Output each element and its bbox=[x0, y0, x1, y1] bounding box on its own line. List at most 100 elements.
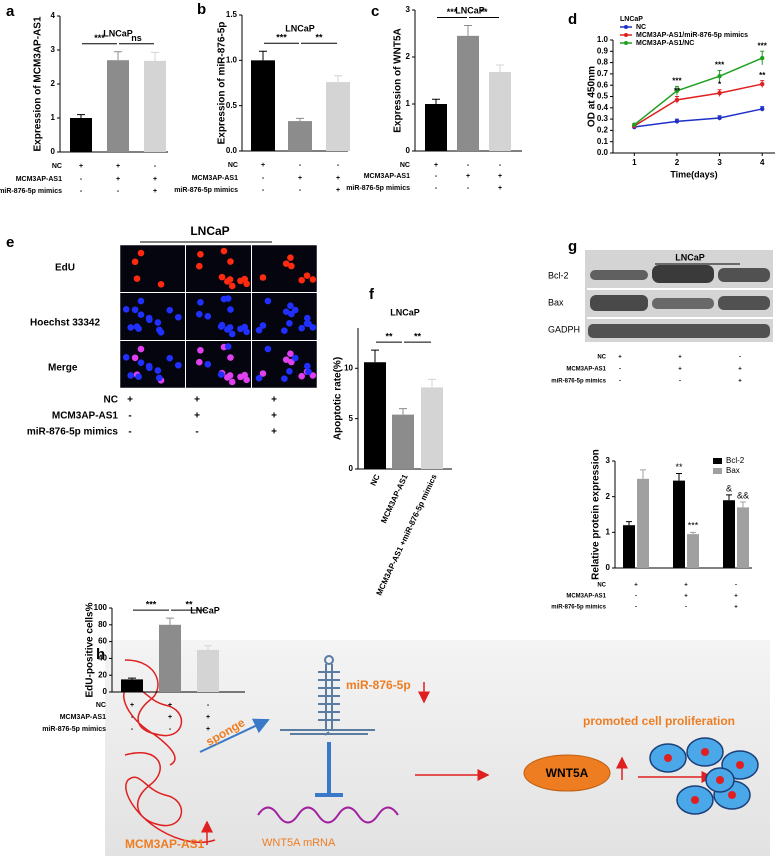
condition-label: miR-876-5p mimics bbox=[174, 187, 238, 194]
cell-nucleus bbox=[137, 359, 145, 366]
cell-nucleus bbox=[243, 280, 250, 288]
y-axis-label: Expression of miR-876-5p bbox=[217, 22, 228, 145]
error-bar bbox=[640, 469, 646, 479]
condition-sign: - bbox=[80, 188, 83, 195]
significance-label: ns bbox=[131, 33, 142, 43]
condition-sign: + bbox=[206, 726, 210, 733]
condition-sign: + bbox=[116, 176, 120, 183]
legend-label: MCM3AP-AS1/miR-876-5p mimics bbox=[636, 32, 748, 39]
microscopy-grid bbox=[119, 244, 318, 389]
micrograph bbox=[186, 293, 251, 340]
micrograph bbox=[120, 341, 185, 388]
significance-label: ** bbox=[480, 7, 488, 17]
cell-nucleus bbox=[217, 323, 225, 330]
significance-label: ** bbox=[185, 599, 193, 609]
cell-nucleus bbox=[291, 306, 299, 314]
condition-sign: - bbox=[117, 188, 120, 195]
cell-nucleus bbox=[131, 258, 139, 266]
cell-nucleus bbox=[288, 262, 295, 270]
row-label: Merge bbox=[48, 363, 78, 374]
x-tick-label: 2 bbox=[675, 158, 680, 167]
condition-sign: - bbox=[262, 187, 265, 194]
condition-sign: - bbox=[128, 411, 131, 422]
legend-marker bbox=[624, 33, 628, 37]
significance-label: ** bbox=[414, 332, 422, 342]
condition-sign: + bbox=[466, 173, 470, 180]
bar bbox=[144, 60, 166, 152]
cell-nucleus bbox=[298, 276, 305, 284]
y-tick-label: 2 bbox=[606, 492, 611, 501]
condition-sign: - bbox=[619, 367, 621, 373]
y-tick-label: 0 bbox=[406, 146, 411, 155]
cell-nucleus bbox=[227, 306, 234, 313]
cell-nucleus bbox=[133, 275, 141, 282]
condition-sign: - bbox=[128, 427, 131, 438]
cell-nucleus bbox=[197, 250, 204, 258]
cell-nucleus bbox=[196, 310, 203, 318]
cell-nucleus bbox=[304, 314, 311, 322]
legend-label: Bax bbox=[726, 466, 740, 475]
marker bbox=[760, 81, 765, 87]
condition-label: miR-876-5p mimics bbox=[27, 427, 119, 438]
y-tick-label: 3 bbox=[51, 45, 56, 54]
error-bar bbox=[371, 349, 379, 363]
condition-sign: - bbox=[467, 185, 470, 192]
condition-sign: + bbox=[618, 355, 622, 361]
bar bbox=[392, 414, 414, 469]
significance-label: *** bbox=[715, 61, 725, 70]
panel-label: a bbox=[6, 3, 15, 20]
cell-nucleus bbox=[137, 345, 145, 353]
cell-nucleus bbox=[217, 371, 225, 378]
y-tick-label: 2 bbox=[406, 52, 411, 61]
condition-sign: - bbox=[467, 162, 470, 169]
y-tick-label: 0 bbox=[51, 147, 56, 156]
condition-sign: + bbox=[271, 411, 277, 422]
cell-nucleus bbox=[304, 362, 311, 370]
error-bar bbox=[726, 494, 732, 501]
condition-sign: + bbox=[634, 583, 638, 589]
error-bar bbox=[428, 378, 436, 388]
error-bar bbox=[114, 51, 122, 61]
condition-sign: - bbox=[299, 187, 302, 194]
legend-title: LNCaP bbox=[620, 16, 643, 23]
condition-sign: + bbox=[336, 187, 340, 194]
y-tick-label: 4 bbox=[51, 11, 56, 20]
cell-nucleus bbox=[264, 345, 272, 353]
marker bbox=[760, 106, 765, 112]
cell-nucleus bbox=[175, 361, 182, 369]
cell-nucleus bbox=[228, 282, 236, 290]
significance-label: *** bbox=[672, 76, 682, 85]
cell-nucleus bbox=[291, 354, 299, 362]
cell-nucleus bbox=[166, 306, 174, 314]
lncrna-label: MCM3AP-AS1 bbox=[125, 837, 205, 851]
condition-label: NC bbox=[400, 162, 410, 169]
error-bar bbox=[77, 114, 85, 118]
mirna-label: miR-876-5p bbox=[346, 678, 411, 692]
condition-sign: + bbox=[168, 714, 172, 721]
band-label: Bcl-2 bbox=[548, 270, 569, 280]
x-axis-label: Time(days) bbox=[670, 169, 717, 179]
cell-nucleus bbox=[127, 372, 135, 379]
marker bbox=[760, 55, 765, 61]
error-bar bbox=[399, 408, 407, 415]
significance-label: *** bbox=[447, 7, 458, 17]
cell-nucleus bbox=[287, 350, 294, 357]
cell-nucleus bbox=[166, 354, 174, 362]
cell-nucleus bbox=[154, 319, 162, 326]
legend-label: NC bbox=[636, 24, 646, 31]
cell-nucleus bbox=[154, 367, 162, 374]
error-bar bbox=[626, 521, 632, 526]
y-tick-label: 0.5 bbox=[226, 101, 238, 110]
error-bar bbox=[296, 117, 304, 122]
condition-sign: - bbox=[679, 379, 681, 385]
cell-nucleus bbox=[204, 360, 212, 368]
condition-sign: + bbox=[684, 594, 688, 600]
chart-title: LNCaP bbox=[455, 5, 485, 15]
significance-label: *** bbox=[688, 521, 699, 531]
cell-nucleus bbox=[303, 272, 311, 279]
cell-nucleus bbox=[157, 280, 165, 288]
condition-label: NC bbox=[96, 702, 106, 709]
cell-nucleus bbox=[122, 354, 130, 361]
condition-sign: - bbox=[435, 173, 438, 180]
